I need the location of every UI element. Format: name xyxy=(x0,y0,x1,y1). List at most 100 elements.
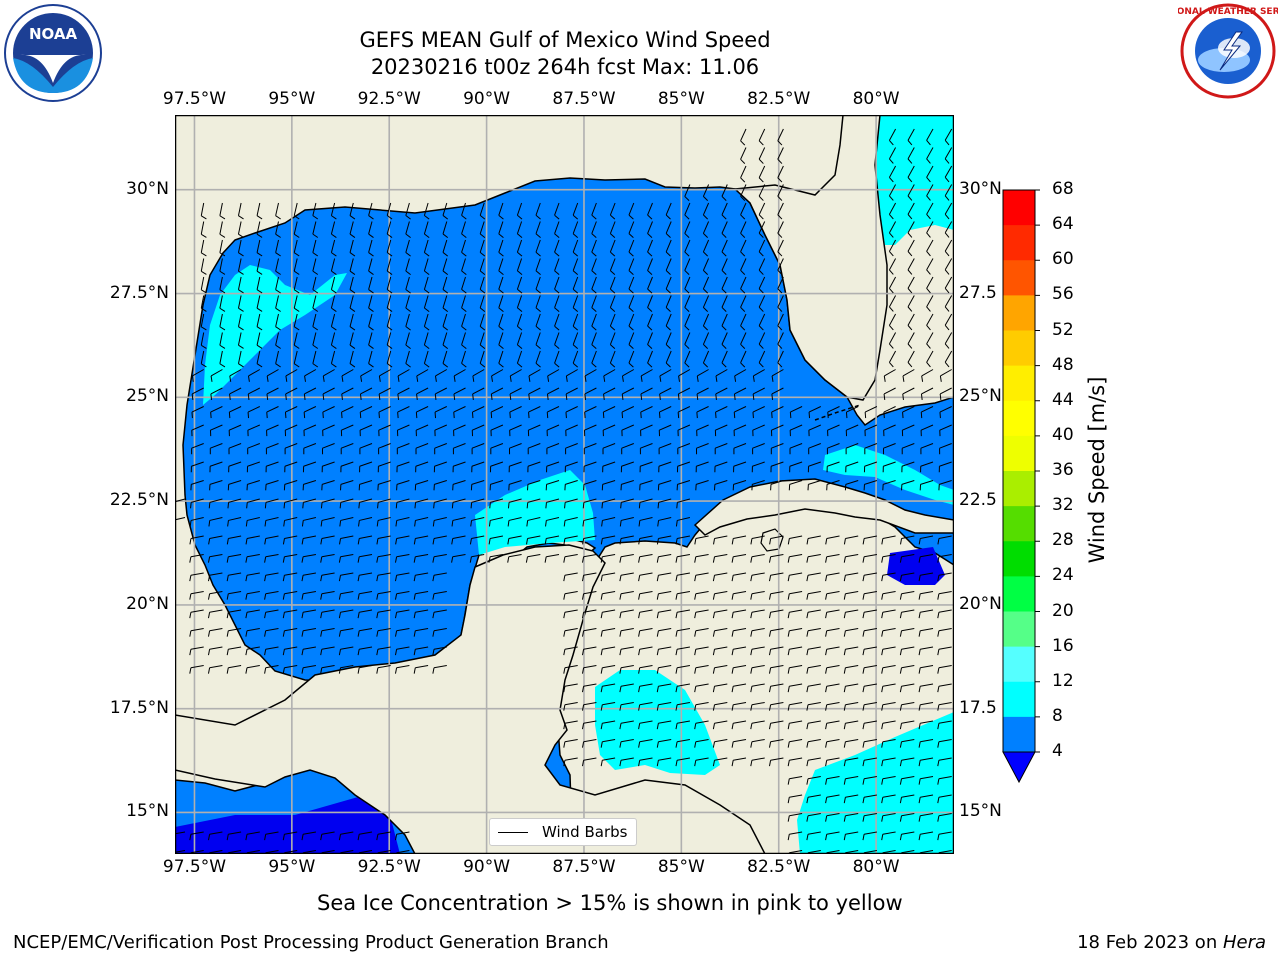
wind-barb-icon xyxy=(584,406,597,419)
wind-barb-icon xyxy=(376,628,391,637)
wind-barb-icon xyxy=(926,165,934,183)
wind-barb-icon xyxy=(926,128,934,146)
wind-barb-icon xyxy=(565,406,578,419)
wind-barb-icon xyxy=(628,332,635,349)
wind-barb-icon xyxy=(330,258,337,275)
wind-barb-icon xyxy=(237,332,244,349)
wind-barb-icon xyxy=(535,350,541,368)
wind-barb-icon xyxy=(312,258,319,275)
wind-barb-icon xyxy=(712,720,728,730)
wind-barb-icon xyxy=(554,239,560,257)
wind-barb-icon xyxy=(702,184,710,201)
colorbar-block xyxy=(1003,576,1035,612)
wind-barb-icon xyxy=(581,739,597,748)
wind-barb-icon xyxy=(882,480,896,491)
wind-barb-icon xyxy=(498,221,504,239)
wind-barb-icon xyxy=(678,369,691,382)
wind-barb-icon xyxy=(189,628,204,637)
wind-barb-icon xyxy=(200,276,207,294)
wind-barb-icon xyxy=(320,535,335,545)
wind-barb-icon xyxy=(189,517,204,527)
wind-barb-icon xyxy=(900,535,915,545)
wind-patch-west-texas-coast xyxy=(203,265,347,405)
wind-barb-icon xyxy=(862,813,877,822)
wind-barb-icon xyxy=(247,369,261,382)
wind-barb-icon xyxy=(453,369,466,382)
wind-barb-icon xyxy=(282,831,298,841)
nws-logo-icon: NATIONAL WEATHER SERVICE xyxy=(1178,3,1278,99)
wind-barb-icon xyxy=(275,239,281,257)
wind-barb-icon xyxy=(527,480,541,491)
colorbar-tick-label: 48 xyxy=(1052,354,1074,375)
wind-barb-icon xyxy=(665,239,672,257)
wind-barb-icon xyxy=(694,628,709,637)
wind-barb-icon xyxy=(926,184,934,201)
colorbar-block xyxy=(1003,716,1035,753)
wind-barb-icon xyxy=(508,480,522,491)
wind-barb-icon xyxy=(712,572,728,582)
wind-barb-icon xyxy=(405,221,411,238)
wind-barb-icon xyxy=(200,332,207,349)
wind-barb-icon xyxy=(789,461,803,473)
wind-barb-icon xyxy=(563,535,578,545)
wind-barb-icon xyxy=(453,406,466,419)
wind-barb-icon xyxy=(189,609,204,619)
wind-barb-icon xyxy=(479,350,486,368)
wind-barb-icon xyxy=(564,480,578,491)
wind-barb-icon xyxy=(583,424,597,437)
wind-barb-icon xyxy=(397,387,410,401)
wind-barb-icon xyxy=(733,443,747,455)
cuba-land xyxy=(693,478,954,536)
wind-barb-icon xyxy=(944,202,953,220)
wind-barb-icon xyxy=(349,239,356,257)
wind-barb-icon xyxy=(209,461,223,473)
wind-barb-icon xyxy=(207,609,223,619)
wind-barb-icon xyxy=(937,572,952,582)
wind-barb-icon xyxy=(907,258,915,275)
wind-barb-icon xyxy=(442,202,449,220)
wind-barb-icon xyxy=(394,609,410,619)
wind-barb-icon xyxy=(740,332,747,349)
wind-barb-icon xyxy=(825,628,840,637)
wind-barb-icon xyxy=(628,202,635,220)
wind-barb-icon xyxy=(207,591,223,600)
wind-barb-icon xyxy=(675,646,690,656)
wind-barb-icon xyxy=(721,332,728,349)
wind-barb-icon xyxy=(944,221,953,238)
wind-barb-icon xyxy=(583,461,597,473)
wind-barb-icon xyxy=(787,572,803,582)
wind-barb-icon xyxy=(806,554,821,563)
wind-barb-icon xyxy=(712,628,728,637)
wind-barb-icon xyxy=(415,461,429,473)
wind-barb-icon xyxy=(488,535,503,545)
wind-barb-icon xyxy=(721,202,728,220)
wind-barb-icon xyxy=(554,350,560,368)
wind-barb-icon xyxy=(675,702,690,711)
wind-barb-icon xyxy=(944,239,953,257)
wind-barb-icon xyxy=(601,517,616,527)
wind-barb-icon xyxy=(470,480,485,491)
wind-barb-icon xyxy=(750,757,765,767)
wind-barb-icon xyxy=(219,276,226,294)
wind-barb-icon xyxy=(939,387,952,401)
wind-barb-icon xyxy=(758,350,766,368)
wind-barb-icon xyxy=(565,369,578,382)
colorbar-tick-label: 36 xyxy=(1052,460,1074,480)
wind-barb-icon xyxy=(694,702,709,711)
wind-barb-icon xyxy=(619,739,634,748)
wind-barb-icon xyxy=(752,443,765,455)
wind-barb-icon xyxy=(656,646,672,656)
wind-barb-icon xyxy=(658,424,672,437)
wind-barb-icon xyxy=(563,739,578,748)
wind-barb-icon xyxy=(386,202,393,220)
wind-barb-icon xyxy=(275,276,281,294)
wind-barb-icon xyxy=(902,387,915,401)
wind-barb-icon xyxy=(768,757,784,767)
wind-barb-icon xyxy=(266,406,279,419)
wind-barb-icon xyxy=(312,239,319,257)
wind-barb-icon xyxy=(349,295,356,312)
chart-title-line2: 20230216 t00z 264h fcst Max: 11.06 xyxy=(370,55,760,79)
colorbar-tick-label: 12 xyxy=(1052,670,1074,691)
wind-barb-icon xyxy=(498,332,504,350)
wind-barb-icon xyxy=(442,276,449,294)
